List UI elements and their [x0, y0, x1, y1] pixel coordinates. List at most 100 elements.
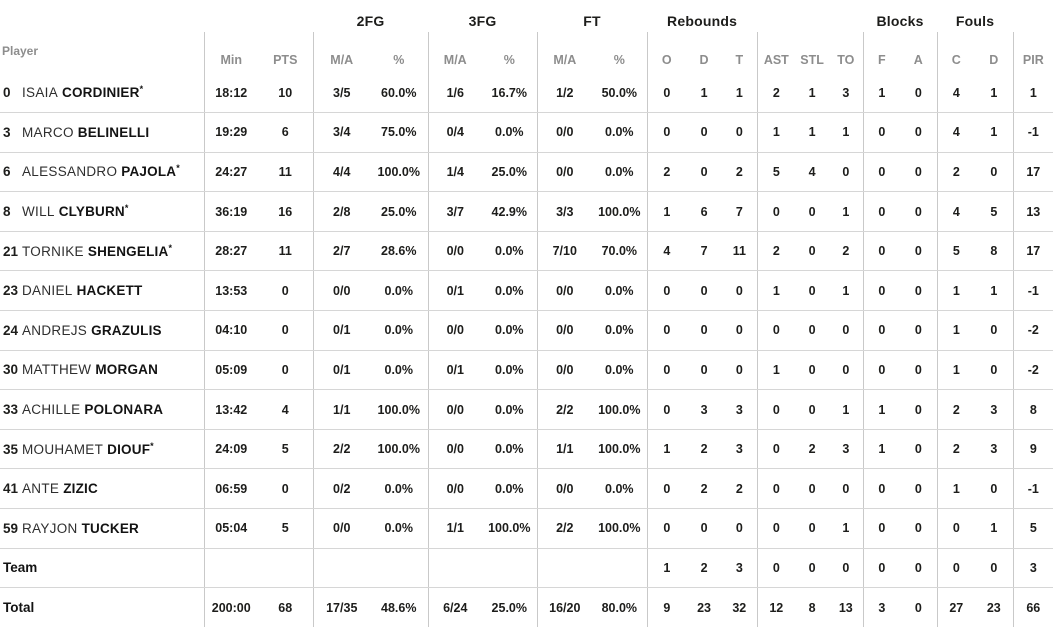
stat-foul-d: 8 [975, 231, 1014, 272]
stat-blk-a: 0 [900, 389, 938, 430]
stat-pts: 6 [258, 112, 313, 153]
group-header-blocks: Blocks [876, 13, 924, 29]
jersey-number: 23 [3, 283, 19, 299]
player-name-cell: 0 ISAIA CORDINIER* [0, 73, 204, 114]
stat-pir: 5 [1012, 508, 1053, 549]
stat-reb-t: 3 [722, 389, 758, 430]
jersey-number: 0 [3, 85, 11, 101]
stat-3fg-pct: 25.0% [491, 600, 527, 615]
stat-reb-d: 6 [686, 191, 723, 232]
stat-foul-d: 1 [975, 508, 1014, 549]
stat-ast: 0 [756, 389, 796, 430]
player-first-name: ALESSANDRO [22, 164, 118, 180]
stat-3fg-pct: 0.0% [482, 310, 538, 351]
stat-reb-o: 9 [646, 587, 687, 627]
stat-ft-pct: 0.0% [592, 350, 648, 391]
jersey-number: 35 [3, 441, 19, 457]
column-header-row: Player Min PTS M/A % M/A % M/A % O D T A… [0, 32, 1053, 73]
stat-foul-c: 2 [936, 389, 976, 430]
stat-foul-c: 1 [936, 468, 976, 510]
stat-reb-o: 0 [646, 73, 687, 114]
stat-reb-o: 0 [646, 350, 687, 391]
player-row: 24 ANDREJS GRAZULIS 04:10 0 0/1 0.0% 0/0 0.0% 0/0… [0, 310, 1053, 351]
stat-ast: 1 [756, 112, 796, 153]
stat-reb-d: 2 [686, 429, 723, 470]
player-last-name: CLYBURN [58, 204, 125, 220]
player-first-name: ISAIA [22, 85, 59, 101]
stat-pir: -1 [1012, 468, 1053, 510]
column-header-3fg-pct: % [503, 53, 515, 67]
stat-foul-d: 0 [975, 350, 1014, 391]
stat-blk-a: 0 [900, 152, 938, 193]
player-row: 8 WILL CLYBURN* 36:19 16 2/8 25.0% 3/7 42.9% 3/3 1… [0, 191, 1053, 232]
stat-blk-a: 0 [900, 548, 938, 589]
stat-3fg-pct: 100.0% [482, 508, 538, 549]
stat-to: 1 [829, 112, 864, 153]
row-label-cell: Team [0, 548, 204, 589]
starter-mark: * [139, 83, 144, 94]
stat-pir: -1 [1012, 112, 1053, 153]
stat-reb-o: 4 [646, 231, 687, 272]
column-header-to: TO [837, 53, 855, 67]
stat-blk-a: 0 [900, 112, 938, 153]
stat-stl: 0 [795, 270, 830, 312]
player-first-name: WILL [22, 204, 55, 220]
stat-3fg-ma: 0/0 [427, 310, 483, 351]
stat-blk-f: 0 [862, 152, 901, 193]
player-name-cell: 24 ANDREJS GRAZULIS [0, 310, 204, 351]
stat-pts: 68 [278, 600, 293, 615]
stat-reb-o: 2 [646, 152, 687, 193]
player-last-name: MORGAN [95, 362, 159, 378]
player-last-name: SHENGELIA [87, 243, 169, 259]
jersey-number: 8 [3, 204, 11, 220]
column-header-stl: STL [800, 53, 824, 67]
stat-min: 13:53 [203, 270, 258, 312]
stat-ft-pct: 0.0% [592, 112, 648, 153]
stat-ft-pct: 100.0% [592, 429, 648, 470]
stat-ast: 1 [756, 270, 796, 312]
stat-foul-d: 1 [975, 112, 1014, 153]
stat-foul-c: 1 [936, 310, 976, 351]
stat-pir: 3 [1012, 548, 1053, 589]
column-header-2fg-ma: M/A [312, 32, 370, 73]
player-name-cell: 23 DANIEL HACKETT [0, 270, 204, 312]
stat-ft-pct: 0.0% [592, 468, 648, 510]
stat-stl: 0 [795, 508, 830, 549]
stat-to: 0 [829, 310, 864, 351]
stat-reb-o: 1 [646, 191, 687, 232]
stat-reb-t: 11 [722, 231, 758, 272]
stat-foul-d: 1 [975, 270, 1014, 312]
stat-pir: -1 [1012, 270, 1053, 312]
stat-stl: 0 [795, 468, 830, 510]
stat-min: 05:09 [203, 350, 258, 391]
stat-ft-ma: 0/0 [536, 152, 593, 193]
stat-blk-f: 0 [862, 191, 901, 232]
group-spacer-minpts [204, 0, 313, 32]
stat-3fg-ma: 0/4 [427, 112, 483, 153]
stat-min: 24:09 [203, 429, 258, 470]
stat-2fg-ma: 3/4 [312, 112, 370, 153]
stat-min: 28:27 [203, 231, 258, 272]
player-name-cell: 33 ACHILLE POLONARA [0, 389, 204, 430]
stat-2fg-pct: 100.0% [370, 389, 429, 430]
stat-blk-f: 3 [862, 587, 901, 627]
stat-min: 18:12 [203, 73, 258, 114]
stat-foul-c: 1 [936, 350, 976, 391]
player-first-name: MATTHEW [22, 362, 92, 378]
column-header-reb-d: D [699, 53, 709, 67]
stat-2fg-pct: 25.0% [370, 191, 429, 232]
column-header-foul-d: D [989, 53, 999, 67]
player-name-cell: 41 ANTE ZIZIC [0, 468, 204, 510]
stat-reb-t: 0 [722, 350, 758, 391]
stat-reb-o: 0 [646, 389, 687, 430]
player-row: 33 ACHILLE POLONARA 13:42 4 1/1 100.0% 0/0 0.0% 2… [0, 389, 1053, 430]
stat-3fg-pct: 42.9% [482, 191, 538, 232]
player-first-name: ANDREJS [22, 322, 88, 338]
stat-ft-ma: 3/3 [536, 191, 593, 232]
stat-ft-ma: 2/2 [536, 508, 593, 549]
stat-reb-d: 1 [686, 73, 723, 114]
stat-reb-o: 0 [646, 310, 687, 351]
starter-mark: * [168, 242, 172, 253]
stat-3fg-ma: 1/4 [427, 152, 483, 193]
player-last-name: DIOUF [107, 441, 151, 457]
